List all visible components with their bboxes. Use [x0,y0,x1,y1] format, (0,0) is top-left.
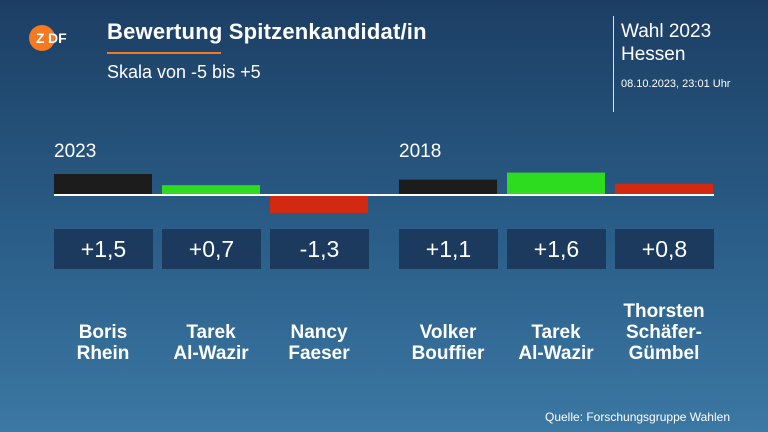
candidate-name-line: Al-Wazir [518,343,594,364]
candidate-name-line: Al-Wazir [173,343,249,364]
candidate-name-line: Schäfer- [625,322,703,343]
bar-2018-1 [399,179,497,195]
candidate-name-2018-2: Tarek Al-Wazir [501,322,611,364]
candidate-name-line: Bouffier [411,343,485,364]
value-label-2023-2: +0,7 [162,229,261,269]
candidate-name-line: Volker [419,322,477,343]
candidate-name-line: Tarek [531,322,581,343]
candidate-name-line: Tarek [186,322,236,343]
candidate-name-line: Faeser [288,343,350,364]
election-line-1: Wahl 2023 [621,21,712,42]
chart-subtitle: Skala von -5 bis +5 [107,62,261,82]
candidate-name-2023-1: Boris Rhein [48,322,158,364]
svg-text:DF: DF [48,30,67,46]
candidate-name-line: Nancy [290,322,348,343]
bars [54,172,713,214]
group-label-2018: 2018 [399,141,442,162]
value-label-2018-3: +0,8 [615,229,714,269]
candidate-name-2018-3: Thorsten Schäfer- Gümbel [609,301,719,364]
candidate-name-line: Thorsten [623,301,705,322]
election-label: Wahl 2023 Hessen [621,20,711,66]
title-underline [107,52,221,54]
bar-2018-2 [507,172,605,195]
bar-2018-3 [615,183,713,195]
value-label-2018-1: +1,1 [399,229,498,269]
candidate-name-2023-2: Tarek Al-Wazir [156,322,266,364]
candidate-name-line: Gümbel [628,343,700,364]
bar-2023-2 [162,185,260,195]
zdf-logo: Z DF [29,25,67,51]
candidate-name-2018-1: Volker Bouffier [393,322,503,364]
chart-title: Bewertung Spitzenkandidat/in [107,19,427,44]
bar-2023-3 [270,195,368,214]
value-label-2018-2: +1,6 [507,229,606,269]
candidate-name-2023-3: Nancy Faeser [264,322,374,364]
bar-2023-1 [54,174,152,195]
value-label-2023-1: +1,5 [54,229,153,269]
header-divider [613,16,614,112]
election-line-2: Hessen [621,44,686,65]
timestamp: 08.10.2023, 23:01 Uhr [621,78,731,90]
svg-text:Z: Z [36,30,45,46]
candidate-name-line: Boris [78,322,128,343]
candidate-name-line: Rhein [76,343,130,364]
source-note: Quelle: Forschungsgruppe Wahlen [545,410,730,424]
value-label-2023-3: -1,3 [270,229,369,269]
group-label-2023: 2023 [54,141,97,162]
